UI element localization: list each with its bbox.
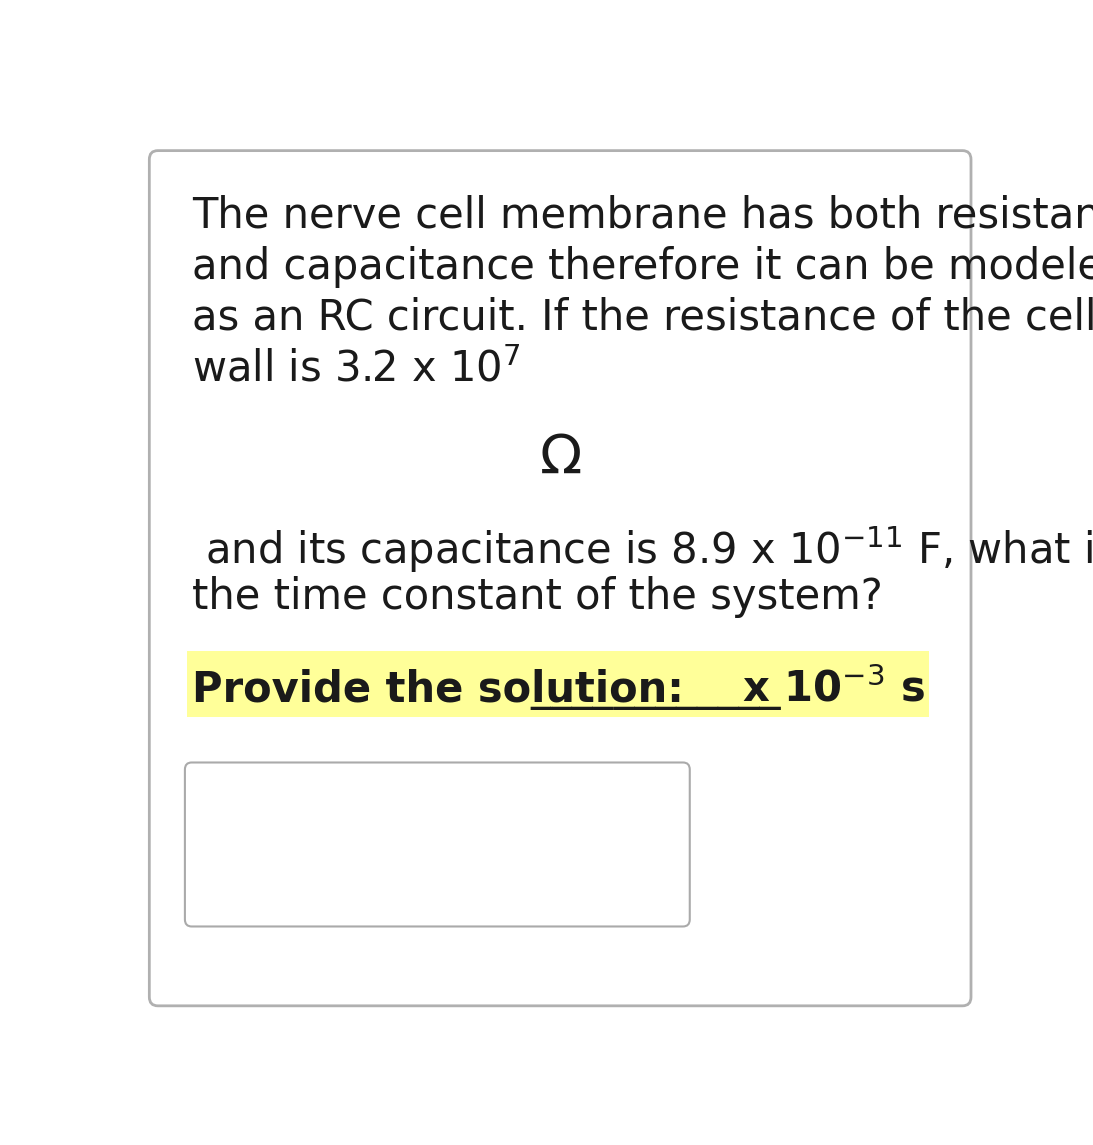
Text: $\Omega$: $\Omega$ xyxy=(539,432,581,485)
Text: the time constant of the system?: the time constant of the system? xyxy=(191,576,882,617)
FancyBboxPatch shape xyxy=(150,151,971,1005)
FancyBboxPatch shape xyxy=(188,650,929,717)
Text: Provide the solution:: Provide the solution: xyxy=(191,669,683,710)
Text: and capacitance therefore it can be modeled: and capacitance therefore it can be mode… xyxy=(191,246,1093,287)
Text: The nerve cell membrane has both resistance: The nerve cell membrane has both resista… xyxy=(191,195,1093,237)
Text: and its capacitance is 8.9 x 10$^{-11}$ F, what is: and its capacitance is 8.9 x 10$^{-11}$ … xyxy=(191,524,1093,575)
Text: ____________: ____________ xyxy=(530,669,781,710)
Text: wall is 3.2 x 10$^{7}$: wall is 3.2 x 10$^{7}$ xyxy=(191,348,520,390)
Text: as an RC circuit. If the resistance of the cell: as an RC circuit. If the resistance of t… xyxy=(191,297,1093,339)
FancyBboxPatch shape xyxy=(185,763,690,926)
Text: x 10$^{-3}$ s: x 10$^{-3}$ s xyxy=(742,669,926,711)
